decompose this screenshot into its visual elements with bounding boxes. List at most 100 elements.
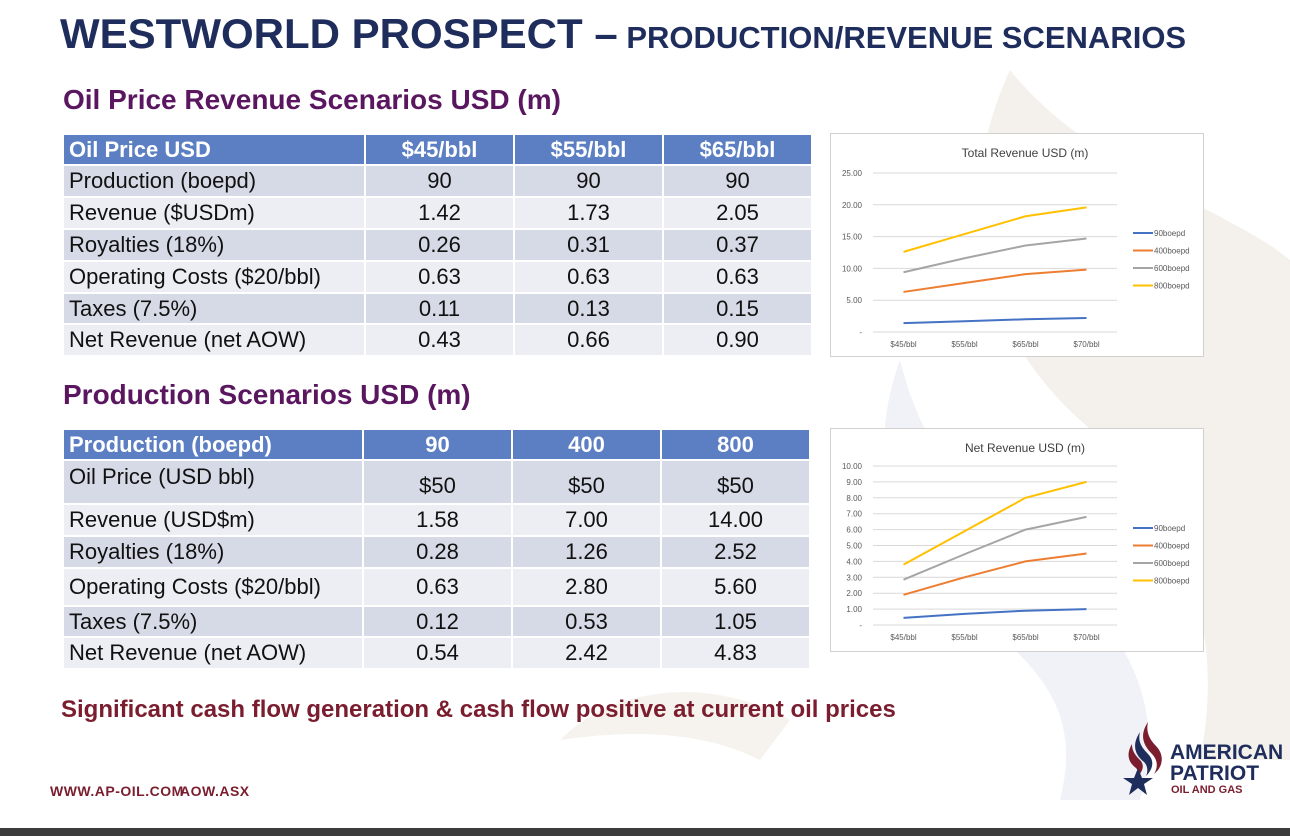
total-revenue-chart-svg: Total Revenue USD (m) - 5.00 10.00 15.00 20.0…	[842, 146, 1190, 349]
table-cell: 4.83	[662, 638, 809, 668]
table-row: Production (boepd) 90 90 90	[64, 166, 811, 196]
table-header-cell: $45/bbl	[366, 135, 513, 164]
table-cell: 0.13	[515, 294, 662, 323]
x-tick-label: $55/bbl	[951, 340, 977, 349]
table-cell: 0.63	[515, 262, 662, 292]
x-tick-label: $55/bbl	[951, 633, 977, 642]
row-label: Net Revenue (net AOW)	[64, 325, 364, 355]
table-header-cell: Production (boepd)	[64, 430, 362, 459]
table-cell: 2.42	[513, 638, 660, 668]
series-line-400boepd	[903, 552, 1087, 596]
row-label: Royalties (18%)	[64, 537, 362, 567]
chart-title: Net Revenue USD (m)	[965, 441, 1085, 455]
table-cell: 2.80	[513, 569, 660, 605]
table-cell: 1.73	[515, 198, 662, 228]
row-label: Net Revenue (net AOW)	[64, 638, 362, 668]
logo-text-patriot: PATRIOT	[1170, 762, 1260, 785]
table-cell: 0.43	[366, 325, 513, 355]
table-row: Revenue (USD$m) 1.58 7.00 14.00	[64, 505, 809, 535]
table-cell: 0.12	[364, 607, 511, 636]
x-tick-label: $70/bbl	[1073, 633, 1099, 642]
net-revenue-chart-svg: Net Revenue USD (m) - 1.00 2.00 3.00 4.00 5.00…	[842, 441, 1190, 642]
table-cell: 0.63	[664, 262, 811, 292]
table-cell: 1.42	[366, 198, 513, 228]
legend-label: 400boepd	[1154, 542, 1190, 551]
y-tick-label: 4.00	[846, 557, 862, 566]
table-header-cell: $65/bbl	[664, 135, 811, 164]
table-header-cell: $55/bbl	[515, 135, 662, 164]
table-cell: 0.11	[366, 294, 513, 323]
table-cell: 0.15	[664, 294, 811, 323]
x-tick-label: $65/bbl	[1012, 340, 1038, 349]
table-cell: 0.26	[366, 230, 513, 260]
table-cell: 1.58	[364, 505, 511, 535]
y-tick-label: 9.00	[846, 478, 862, 487]
section-heading-oil-price: Oil Price Revenue Scenarios USD (m)	[63, 84, 561, 115]
row-label: Revenue ($USDm)	[64, 198, 364, 228]
y-tick-label: 10.00	[842, 462, 863, 471]
table-cell: 1.26	[513, 537, 660, 567]
y-tick-label: -	[859, 621, 862, 630]
y-tick-label: 6.00	[846, 526, 862, 535]
table-cell: 14.00	[662, 505, 809, 535]
y-tick-label: 1.00	[846, 605, 862, 614]
x-tick-label: $65/bbl	[1012, 633, 1038, 642]
table-cell: 5.60	[662, 569, 809, 605]
table-row: Royalties (18%) 0.28 1.26 2.52	[64, 537, 809, 567]
series-line-600boepd	[903, 515, 1087, 581]
table-cell: 7.00	[513, 505, 660, 535]
series-line-90boepd	[903, 608, 1087, 619]
table-header-cell: 400	[513, 430, 660, 459]
table-cell: 2.52	[662, 537, 809, 567]
table-cell: 0.28	[364, 537, 511, 567]
table-cell: $50	[364, 461, 511, 503]
row-label: Oil Price (USD bbl)	[64, 461, 362, 503]
table-row: Oil Price (USD bbl) $50 $50 $50	[64, 461, 809, 503]
table-row: Operating Costs ($20/bbl) 0.63 2.80 5.60	[64, 569, 809, 605]
table-header-row: Oil Price USD $45/bbl $55/bbl $65/bbl	[64, 135, 811, 164]
row-label: Revenue (USD$m)	[64, 505, 362, 535]
table-cell: 0.53	[513, 607, 660, 636]
table-cell: 2.05	[664, 198, 811, 228]
company-logo: AMERICAN PATRIOT OIL AND GAS	[1118, 720, 1283, 800]
table-row: Taxes (7.5%) 0.12 0.53 1.05	[64, 607, 809, 636]
y-tick-label: 5.00	[846, 542, 862, 551]
logo-text-american: AMERICAN	[1170, 741, 1284, 764]
table-cell: 0.31	[515, 230, 662, 260]
legend-label: 800boepd	[1154, 577, 1190, 586]
series-line-90boepd	[903, 317, 1087, 325]
row-label: Production (boepd)	[64, 166, 364, 196]
table-header-row: Production (boepd) 90 400 800	[64, 430, 809, 459]
row-label: Operating Costs ($20/bbl)	[64, 569, 362, 605]
legend-label: 800boepd	[1154, 282, 1190, 291]
chart-title: Total Revenue USD (m)	[962, 146, 1089, 160]
table-header-cell: 800	[662, 430, 809, 459]
table-cell: 90	[515, 166, 662, 196]
table-row: Net Revenue (net AOW) 0.54 2.42 4.83	[64, 638, 809, 668]
section-heading-production: Production Scenarios USD (m)	[63, 379, 471, 410]
table-cell: $50	[662, 461, 809, 503]
row-label: Taxes (7.5%)	[64, 607, 362, 636]
row-label: Taxes (7.5%)	[64, 294, 364, 323]
y-tick-label: 15.00	[842, 233, 863, 242]
legend-label: 600boepd	[1154, 264, 1190, 273]
legend-label: 90boepd	[1154, 524, 1185, 533]
footer-website-link[interactable]: WWW.AP-OIL.COM	[50, 783, 184, 799]
bottom-bar	[0, 828, 1290, 836]
y-tick-label: -	[859, 328, 862, 337]
y-tick-label: 25.00	[842, 169, 863, 178]
oil-price-scenarios-table: Oil Price USD $45/bbl $55/bbl $65/bbl Pr…	[62, 133, 813, 357]
page-title-sub: PRODUCTION/REVENUE SCENARIOS	[617, 20, 1187, 55]
table-cell: 0.63	[364, 569, 511, 605]
total-revenue-chart: Total Revenue USD (m) - 5.00 10.00 15.00 20.0…	[830, 133, 1204, 357]
table-row: Net Revenue (net AOW) 0.43 0.66 0.90	[64, 325, 811, 355]
series-line-600boepd	[903, 237, 1087, 274]
table-row: Operating Costs ($20/bbl) 0.63 0.63 0.63	[64, 262, 811, 292]
table-cell: $50	[513, 461, 660, 503]
table-cell: 0.90	[664, 325, 811, 355]
y-tick-label: 3.00	[846, 573, 862, 582]
series-line-800boepd	[903, 480, 1087, 566]
table-cell: 1.05	[662, 607, 809, 636]
row-label: Royalties (18%)	[64, 230, 364, 260]
table-cell: 0.54	[364, 638, 511, 668]
